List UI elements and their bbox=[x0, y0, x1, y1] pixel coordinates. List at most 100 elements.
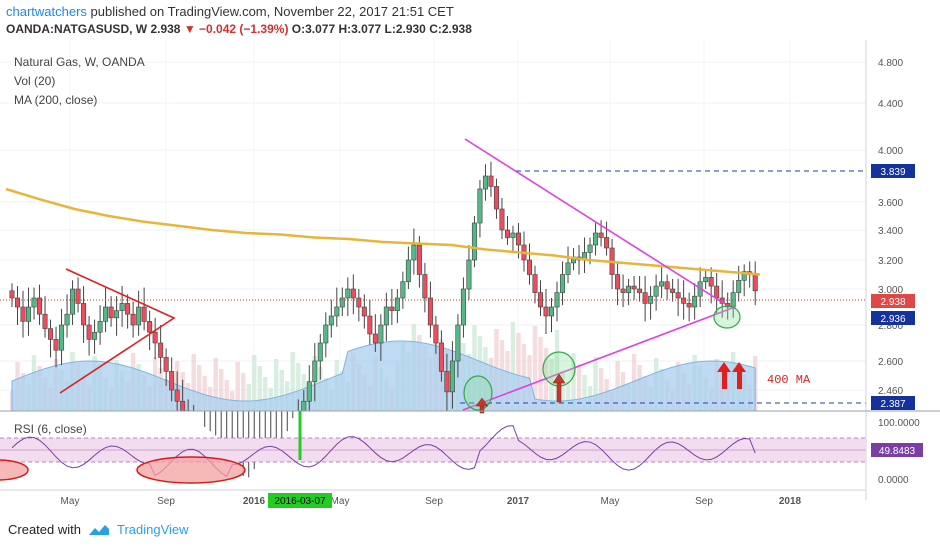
candle-body bbox=[433, 324, 439, 344]
price-chart[interactable]: 400 MA 4.800 4.400 4.000 3.600 3.400 3.200 3.0… bbox=[0, 40, 940, 520]
ticker-symbol: OANDA:NATGASUSD, W bbox=[6, 22, 148, 36]
chart-legend: Natural Gas, W, OANDA Vol (20) MA (200, … bbox=[14, 53, 145, 110]
time-axis: May Sep 2016 May Sep 2017 May Sep 2018 bbox=[61, 496, 802, 507]
time-tick-label: Sep bbox=[157, 496, 175, 507]
candle-body bbox=[438, 342, 444, 372]
volume-bar bbox=[593, 357, 598, 411]
arrow-up-icon bbox=[732, 362, 746, 389]
candle-body bbox=[532, 274, 538, 293]
footer-created: Created with bbox=[8, 522, 81, 537]
candle-body bbox=[334, 306, 340, 317]
footer: Created with TradingView bbox=[8, 522, 189, 537]
candle-body bbox=[169, 371, 175, 391]
candle-body bbox=[306, 381, 312, 402]
candle-body bbox=[449, 360, 455, 393]
candle-body bbox=[499, 208, 505, 231]
candle-body bbox=[53, 339, 59, 351]
candle-body bbox=[152, 331, 158, 344]
candle-body bbox=[725, 303, 731, 308]
ticker-line: OANDA:NATGASUSD, W 2.938 ▼ −0.042 (−1.39… bbox=[6, 22, 472, 36]
candle-body bbox=[615, 274, 621, 290]
low-circle-3 bbox=[713, 305, 741, 329]
candle-body bbox=[15, 297, 21, 308]
candle-body bbox=[416, 244, 422, 275]
volume-bar bbox=[218, 369, 224, 411]
volume-bar bbox=[582, 375, 587, 411]
candle-body bbox=[631, 285, 637, 290]
candle-body bbox=[466, 259, 472, 290]
volume-bar bbox=[263, 377, 268, 411]
volume-bar bbox=[615, 361, 620, 411]
candle-body bbox=[400, 281, 406, 299]
candle-body bbox=[394, 297, 400, 311]
candle-body bbox=[70, 288, 76, 315]
candle-body bbox=[664, 281, 670, 290]
candle-body bbox=[92, 331, 98, 340]
legend-vol: Vol (20) bbox=[14, 74, 56, 88]
publish-text: published on TradingView.com, November 2… bbox=[86, 4, 454, 19]
candle-body bbox=[59, 324, 65, 351]
candle-body bbox=[543, 306, 549, 317]
candles bbox=[9, 161, 758, 478]
candle-body bbox=[675, 292, 681, 299]
candle-body bbox=[130, 313, 136, 326]
time-tick-label: Sep bbox=[425, 496, 443, 507]
price-label-high: 3.839 bbox=[871, 164, 915, 178]
rsi-tick-0: 0.0000 bbox=[878, 475, 909, 486]
rsi-current-value: 49.8483 bbox=[879, 446, 916, 457]
price-label-low-text: 2.387 bbox=[880, 399, 905, 410]
candle-body bbox=[383, 306, 389, 326]
candle-body bbox=[26, 306, 32, 322]
ma-annotation: 400 MA bbox=[767, 373, 811, 387]
candle-body bbox=[158, 342, 164, 358]
volume-bar bbox=[538, 337, 543, 411]
volume-bar bbox=[279, 370, 284, 411]
volume-bar bbox=[274, 359, 279, 411]
candle-body bbox=[37, 297, 43, 315]
candle-body bbox=[174, 389, 180, 402]
author-link[interactable]: chartwatchers bbox=[6, 4, 87, 19]
candle-body bbox=[31, 297, 37, 308]
publish-header: chartwatchers published on TradingView.c… bbox=[6, 4, 454, 20]
time-tick-label: May bbox=[601, 496, 620, 507]
price-label-last-text: 2.938 bbox=[880, 297, 905, 308]
candle-body bbox=[598, 232, 604, 238]
candle-body bbox=[367, 315, 373, 335]
candle-body bbox=[350, 288, 356, 299]
candle-body bbox=[620, 288, 626, 293]
volume-bar bbox=[565, 382, 571, 411]
volume-bar bbox=[213, 358, 218, 411]
candle-body bbox=[488, 175, 494, 187]
candle-body bbox=[81, 303, 87, 326]
candle-body bbox=[136, 306, 142, 326]
candle-body bbox=[587, 244, 593, 253]
arrow-up-icon bbox=[717, 362, 731, 389]
candle-body bbox=[312, 360, 318, 383]
candle-body bbox=[736, 280, 742, 293]
time-tick-label: Sep bbox=[695, 496, 713, 507]
rsi-oversold-circle bbox=[136, 456, 246, 484]
candle-body bbox=[510, 232, 516, 238]
candle-body bbox=[730, 292, 736, 308]
candle-body bbox=[119, 303, 125, 311]
triangle-upper-line bbox=[464, 138, 726, 305]
time-tick-label: 2017 bbox=[507, 496, 530, 507]
candle-body bbox=[361, 306, 367, 317]
price-tick-label: 4.800 bbox=[878, 58, 903, 69]
candle-body bbox=[681, 297, 687, 304]
volume-bar bbox=[510, 322, 516, 411]
candle-body bbox=[317, 342, 323, 362]
volume-bar bbox=[576, 364, 582, 411]
candle-body bbox=[378, 324, 384, 344]
candle-body bbox=[356, 297, 362, 308]
candle-body bbox=[97, 321, 103, 333]
time-tick-label: 2016 bbox=[243, 496, 266, 507]
rsi-oversold-circle bbox=[0, 459, 29, 481]
volume-bar bbox=[202, 376, 207, 411]
candle-body bbox=[637, 288, 643, 293]
volume-bar bbox=[290, 352, 295, 411]
footer-brand[interactable]: TradingView bbox=[116, 522, 189, 537]
candle-body bbox=[593, 232, 599, 246]
price-tick-label: 4.400 bbox=[878, 99, 903, 110]
rsi-tick-100: 100.0000 bbox=[878, 418, 920, 429]
